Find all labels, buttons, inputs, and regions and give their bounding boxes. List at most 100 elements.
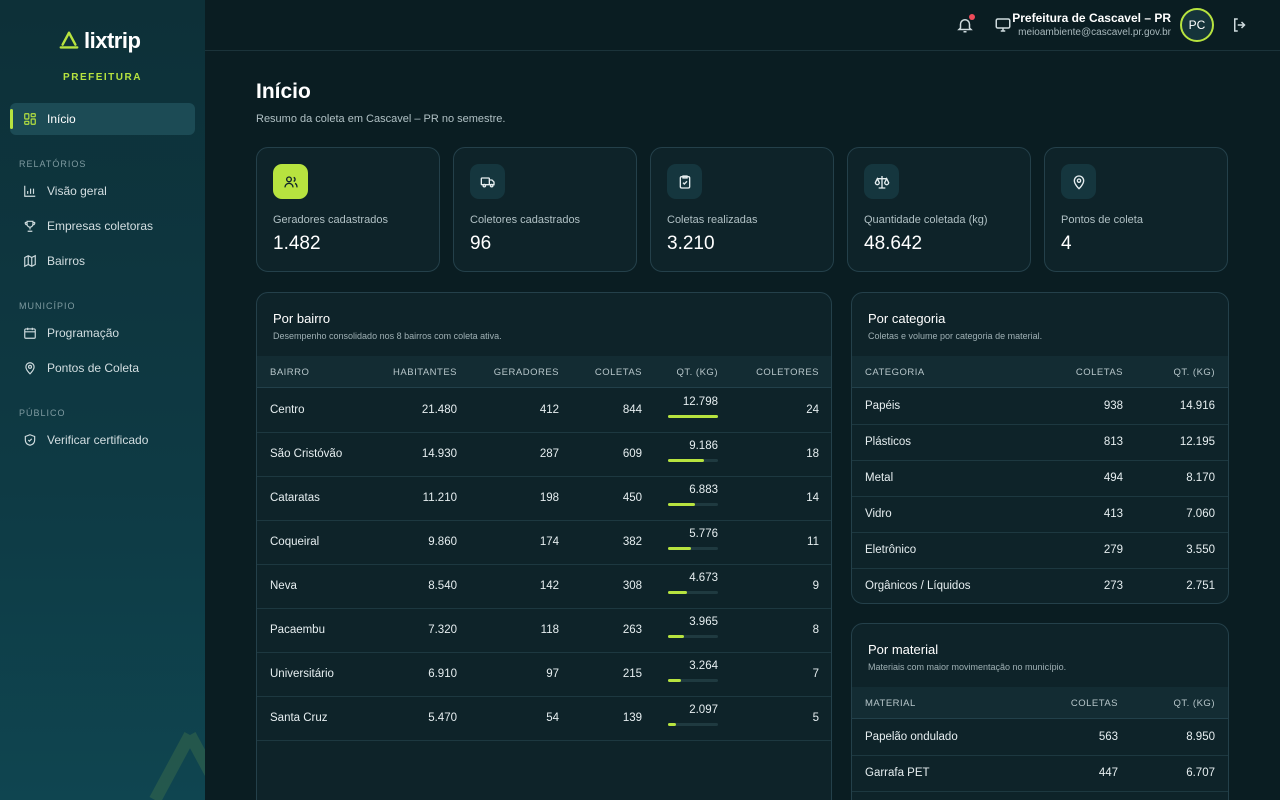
cell-habitantes: 11.210 [422, 492, 457, 504]
notification-dot [969, 14, 975, 20]
progress-bar-fill [668, 679, 681, 682]
cell-qt: 12.798 [682, 396, 718, 408]
card-subtitle: Coletas e volume por categoria de materi… [868, 331, 1043, 341]
map-pin-icon [1073, 174, 1084, 190]
user-name: Prefeitura de Cascavel – PR [1012, 11, 1171, 25]
cell-coletores: 7 [812, 668, 819, 680]
table-row[interactable]: Neva 8.540 142 308 4.673 9 [257, 565, 831, 609]
sidebar: lixtrip PREFEITURA Início RELATÓRIOS Vis… [0, 0, 205, 800]
cell-habitantes: 21.480 [421, 404, 457, 416]
column-header[interactable]: CATEGORIA [865, 367, 925, 378]
cell-name: Papelão ondulado [865, 731, 958, 743]
table-row[interactable]: Garrafa PET 447 6.707 [852, 756, 1228, 792]
cell-coletas: 563 [1098, 731, 1118, 743]
table-row[interactable]: Papéis 938 14.916 [852, 389, 1228, 425]
table-row[interactable]: Pacaembu 7.320 118 263 3.965 8 [257, 609, 831, 653]
cell-qt: 6.883 [689, 484, 718, 496]
cell-name: Garrafa PET [865, 767, 930, 779]
column-header[interactable]: COLETAS [1070, 698, 1118, 709]
recycle-logo-icon [59, 31, 79, 49]
sidebar-item-label: Pontos de Coleta [47, 361, 140, 375]
table-row[interactable]: Eletrônico 279 3.550 [852, 533, 1228, 569]
column-header[interactable]: QT. (KG) [1173, 367, 1215, 378]
stat-value: 4 [1061, 233, 1072, 254]
cell-qt: 3.550 [1186, 544, 1215, 556]
table-row[interactable]: Vidro 413 7.060 [852, 497, 1228, 533]
table-row[interactable]: Plásticos 813 12.195 [852, 425, 1228, 461]
progress-bar [668, 679, 718, 682]
cell-coletores: 8 [812, 624, 819, 636]
column-header[interactable]: COLETAS [1075, 367, 1123, 378]
brand-name: lixtrip [84, 28, 141, 53]
cell-coletores: 9 [812, 580, 819, 592]
column-header[interactable]: QT. (KG) [1173, 698, 1215, 709]
trophy-icon [24, 220, 36, 232]
sidebar-item-bairros[interactable]: Bairros [10, 245, 195, 277]
sidebar-item-empresas-coletoras[interactable]: Empresas coletoras [10, 210, 195, 242]
sidebar-item-visao-geral[interactable]: Visão geral [10, 175, 195, 207]
table-row[interactable]: Papelão ondulado 563 8.950 [852, 720, 1228, 756]
cell-bairro: Universitário [270, 668, 334, 680]
table-row[interactable]: Coqueiral 9.860 174 382 5.776 11 [257, 521, 831, 565]
column-header[interactable]: COLETORES [756, 367, 819, 378]
stat-label: Coletores cadastrados [470, 214, 581, 226]
stat-icon-box [864, 164, 899, 199]
stat-card-quantidade: Quantidade coletada (kg) 48.642 [847, 147, 1031, 272]
display-button[interactable] [994, 16, 1012, 34]
user-info[interactable]: Prefeitura de Cascavel – PR meioambiente… [1012, 11, 1171, 38]
nav-section-title: PÚBLICO [19, 408, 66, 418]
progress-bar [668, 591, 718, 594]
table-row[interactable]: Cataratas 11.210 198 450 6.883 14 [257, 477, 831, 521]
sidebar-item-programacao[interactable]: Programação [10, 317, 195, 349]
stat-value: 96 [470, 233, 492, 254]
stat-value: 48.642 [864, 233, 923, 254]
cell-coletas: 413 [1103, 508, 1123, 520]
sidebar-item-pontos-de-coleta[interactable]: Pontos de Coleta [10, 352, 195, 384]
stat-card-geradores: Geradores cadastrados 1.482 [256, 147, 440, 272]
logo[interactable]: lixtrip [58, 28, 141, 54]
cell-name: Papéis [865, 400, 901, 412]
categoria-card: Por categoria Coletas e volume por categ… [851, 292, 1229, 604]
cell-name: Metal [865, 472, 894, 484]
background-logo-mark [149, 732, 205, 800]
table-row[interactable]: Universitário 6.910 97 215 3.264 7 [257, 653, 831, 697]
shield-icon [24, 434, 36, 446]
column-header[interactable]: BAIRRO [270, 367, 310, 378]
column-header[interactable]: COLETAS [594, 367, 642, 378]
cell-qt: 2.751 [1186, 580, 1215, 592]
cell-coletas: 263 [622, 624, 642, 636]
bell-icon [957, 19, 973, 33]
logout-button[interactable] [1231, 16, 1249, 34]
cell-coletas: 813 [1103, 436, 1123, 448]
table-row[interactable]: Santa Cruz 5.470 54 139 2.097 5 [257, 697, 831, 741]
cell-geradores: 412 [539, 404, 559, 416]
cell-name: Eletrônico [865, 544, 917, 556]
table-row[interactable]: Centro 21.480 412 844 12.798 24 [257, 389, 831, 433]
topbar: Prefeitura de Cascavel – PR meioambiente… [205, 0, 1280, 51]
column-header[interactable]: GERADORES [493, 367, 559, 378]
column-header[interactable]: QT. (KG) [676, 367, 718, 378]
column-header[interactable]: HABITANTES [393, 367, 457, 378]
table-row[interactable]: Orgânicos / Líquidos 273 2.751 [852, 569, 1228, 603]
cell-coletas: 215 [622, 668, 642, 680]
notifications-button[interactable] [956, 14, 975, 34]
table-row[interactable]: São Cristóvão 14.930 287 609 9.186 18 [257, 433, 831, 477]
sidebar-item-verificar-certificado[interactable]: Verificar certificado [10, 424, 195, 456]
progress-bar [668, 415, 718, 418]
cell-coletas: 494 [1103, 472, 1123, 484]
cell-bairro: Cataratas [270, 492, 320, 504]
cell-bairro: São Cristóvão [270, 448, 343, 460]
column-header[interactable]: MATERIAL [865, 698, 916, 709]
avatar[interactable]: PC [1180, 8, 1214, 42]
clipboard-check-icon [679, 174, 690, 189]
card-title: Por material [868, 642, 939, 657]
cell-qt: 4.673 [689, 572, 718, 584]
cell-coletas: 938 [1103, 400, 1123, 412]
cell-coletas: 308 [622, 580, 642, 592]
sidebar-item-label: Verificar certificado [47, 433, 149, 447]
table-row[interactable]: Metal 494 8.170 [852, 461, 1228, 497]
cell-coletores: 11 [807, 536, 819, 548]
material-card: Por material Materiais com maior movimen… [851, 623, 1229, 800]
sidebar-item-inicio[interactable]: Início [10, 103, 195, 135]
stat-card-coletores: Coletores cadastrados 96 [453, 147, 637, 272]
